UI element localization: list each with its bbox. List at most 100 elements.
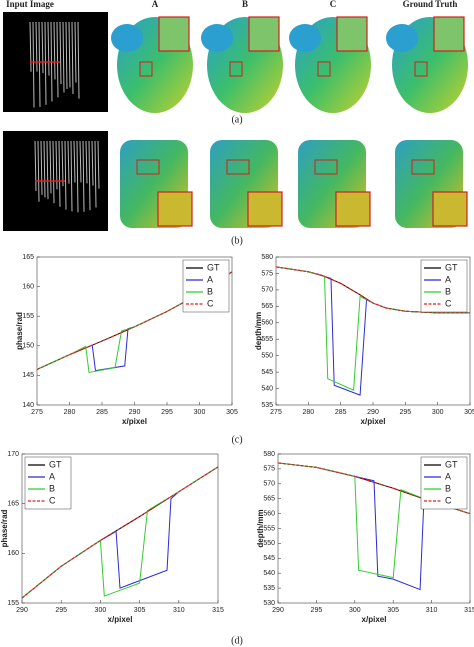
x-axis-label: x/pixel <box>108 615 133 624</box>
y-tick-label: 155 <box>7 600 19 607</box>
series-line <box>277 462 471 515</box>
legend-label: GT <box>445 459 458 469</box>
zoom-inset <box>335 191 371 227</box>
x-tick-label: 305 <box>226 409 238 416</box>
fringe <box>53 21 56 80</box>
legend-label: GT <box>207 262 220 272</box>
y-tick-label: 165 <box>7 501 19 508</box>
y-tick-label: 535 <box>263 585 275 592</box>
legend <box>24 456 72 510</box>
y-tick-label: 560 <box>263 510 275 517</box>
face-render <box>111 24 143 52</box>
y-tick-label: 160 <box>22 283 34 290</box>
y-tick-label: 565 <box>263 496 275 503</box>
column-header: Input Image <box>6 0 54 9</box>
fringe <box>94 140 97 208</box>
x-tick-label: 290 <box>367 409 379 416</box>
panel-label: (d) <box>231 635 243 646</box>
y-tick-label: 545 <box>263 555 275 562</box>
y-tick-label: 550 <box>261 353 273 360</box>
fringe <box>32 21 35 108</box>
y-tick-label: 530 <box>263 600 275 607</box>
zoom-inset <box>336 16 368 52</box>
fringe <box>49 140 52 194</box>
x-tick-label: 295 <box>399 409 411 416</box>
x-tick-label: 305 <box>134 607 146 614</box>
y-tick-label: 155 <box>22 313 34 320</box>
x-tick-label: 315 <box>464 607 474 614</box>
fringe <box>71 21 74 95</box>
face-render <box>289 24 321 52</box>
fringe <box>56 21 59 98</box>
x-tick-label: 290 <box>272 607 284 614</box>
fringe <box>73 140 76 183</box>
x-tick-label: 300 <box>349 607 361 614</box>
fringe <box>68 21 71 88</box>
fringe <box>29 21 32 72</box>
y-axis-label: depth/mm <box>254 312 263 350</box>
fringe <box>58 140 61 207</box>
fringe <box>77 21 80 99</box>
zoom-inset <box>157 191 193 227</box>
fringe <box>44 21 47 105</box>
fringe <box>65 21 68 90</box>
x-tick-label: 300 <box>95 607 107 614</box>
y-axis-label: phase/rad <box>15 312 24 350</box>
fringe <box>62 21 65 93</box>
y-tick-label: 170 <box>7 451 19 458</box>
x-tick-label: 300 <box>432 409 444 416</box>
x-tick-label: 275 <box>270 409 282 416</box>
x-tick-label: 295 <box>161 409 173 416</box>
zoom-box <box>136 159 160 175</box>
y-axis-label: depth/mm <box>256 509 265 547</box>
y-tick-label: 570 <box>261 287 273 294</box>
column-header: B <box>242 0 248 9</box>
legend-label: C <box>207 298 214 308</box>
y-tick-label: 575 <box>263 466 275 473</box>
x-tick-label: 310 <box>426 607 438 614</box>
zoom-box <box>226 159 250 175</box>
y-tick-label: 540 <box>263 570 275 577</box>
fringe <box>40 140 43 195</box>
panel-label: (a) <box>231 114 242 125</box>
legend-label: B <box>207 286 213 296</box>
legend-label: C <box>49 495 56 505</box>
legend-label: A <box>49 471 55 481</box>
legend-label: A <box>445 274 451 284</box>
x-tick-label: 305 <box>464 409 474 416</box>
y-tick-label: 140 <box>22 402 34 409</box>
panel-label: (b) <box>231 235 243 246</box>
fringe <box>88 140 91 211</box>
zoom-box <box>314 159 338 175</box>
fringe <box>47 21 50 76</box>
y-tick-label: 555 <box>261 336 273 343</box>
x-tick-label: 300 <box>194 409 206 416</box>
legend-label: C <box>445 495 452 505</box>
column-header: C <box>330 0 337 9</box>
legend-label: A <box>445 471 451 481</box>
fringe <box>37 140 40 202</box>
zoom-box <box>411 159 435 175</box>
x-tick-label: 280 <box>302 409 314 416</box>
y-tick-label: 575 <box>261 270 273 277</box>
x-tick-label: 305 <box>387 607 399 614</box>
zoom-inset <box>433 16 465 52</box>
y-tick-label: 540 <box>261 385 273 392</box>
series-line <box>36 271 233 370</box>
column-header: Ground Truth <box>403 0 458 9</box>
legend-label: B <box>445 483 451 493</box>
legend-label: GT <box>445 262 458 272</box>
fringe <box>70 140 73 212</box>
fringe <box>64 140 67 210</box>
y-tick-label: 535 <box>261 402 273 409</box>
x-tick-label: 280 <box>64 409 76 416</box>
zoom-box <box>229 61 243 77</box>
y-tick-label: 580 <box>263 451 275 458</box>
fringe <box>91 140 94 186</box>
fringe <box>61 140 64 187</box>
fringe <box>97 140 100 189</box>
y-tick-label: 580 <box>261 254 273 261</box>
fringe <box>43 140 46 198</box>
zoom-box <box>139 61 153 77</box>
y-tick-label: 160 <box>7 550 19 557</box>
